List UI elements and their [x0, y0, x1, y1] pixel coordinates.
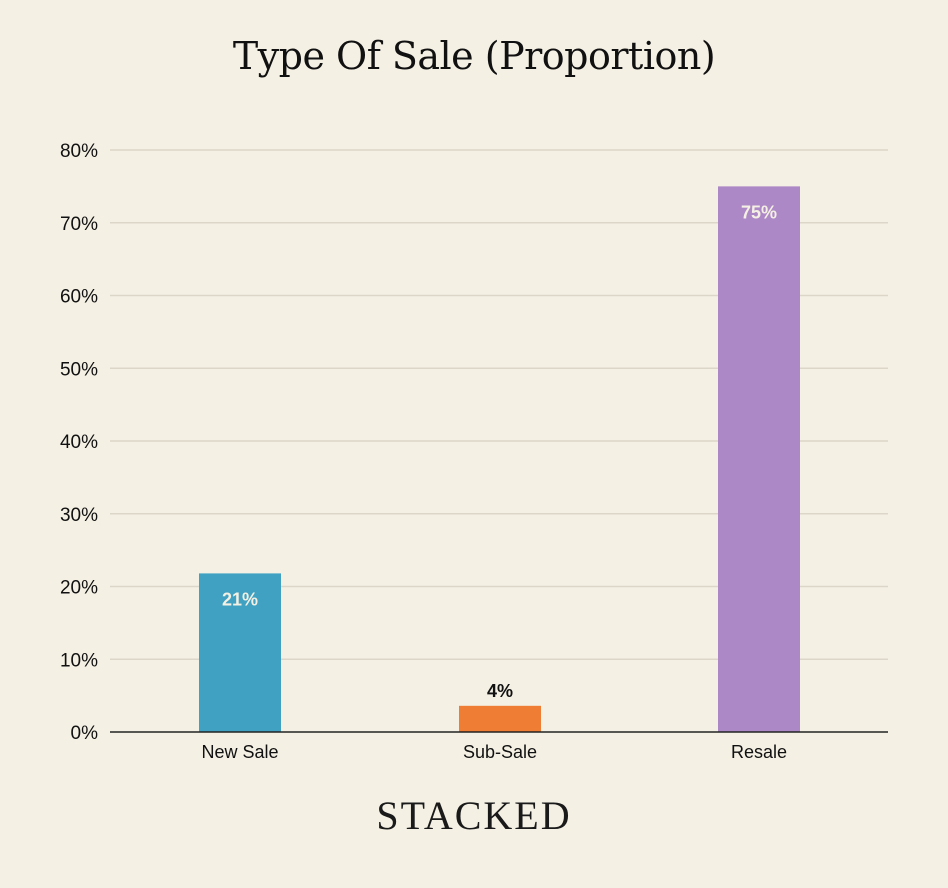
- bar: [199, 573, 281, 732]
- data-label: 75%: [741, 202, 777, 222]
- brand-logo-text: STACKED: [376, 793, 572, 838]
- y-tick-label: 10%: [60, 650, 98, 671]
- y-tick-label: 20%: [60, 578, 98, 599]
- bar: [459, 705, 541, 732]
- bars: [199, 186, 800, 732]
- y-tick-label: 70%: [60, 214, 98, 235]
- data-label: 4%: [487, 681, 513, 701]
- x-category-label: Sub-Sale: [463, 742, 537, 762]
- y-tick-label: 30%: [60, 505, 98, 526]
- x-category-label: New Sale: [201, 742, 278, 762]
- data-labels: 21% 4% 75%: [222, 202, 777, 700]
- y-tick-label: 0%: [71, 723, 99, 744]
- bar: [718, 186, 800, 732]
- chart-title: Type Of Sale (Proportion): [232, 34, 716, 78]
- x-category-label: Resale: [731, 742, 787, 762]
- y-tick-label: 80%: [60, 141, 98, 162]
- y-tick-label: 40%: [60, 432, 98, 453]
- y-tick-label: 60%: [60, 287, 98, 308]
- y-tick-labels: 0% 10% 20% 30% 40% 50% 60% 70% 80%: [60, 141, 98, 744]
- x-category-labels: New Sale Sub-Sale Resale: [201, 742, 787, 762]
- y-tick-label: 50%: [60, 359, 98, 380]
- data-label: 21%: [222, 589, 258, 609]
